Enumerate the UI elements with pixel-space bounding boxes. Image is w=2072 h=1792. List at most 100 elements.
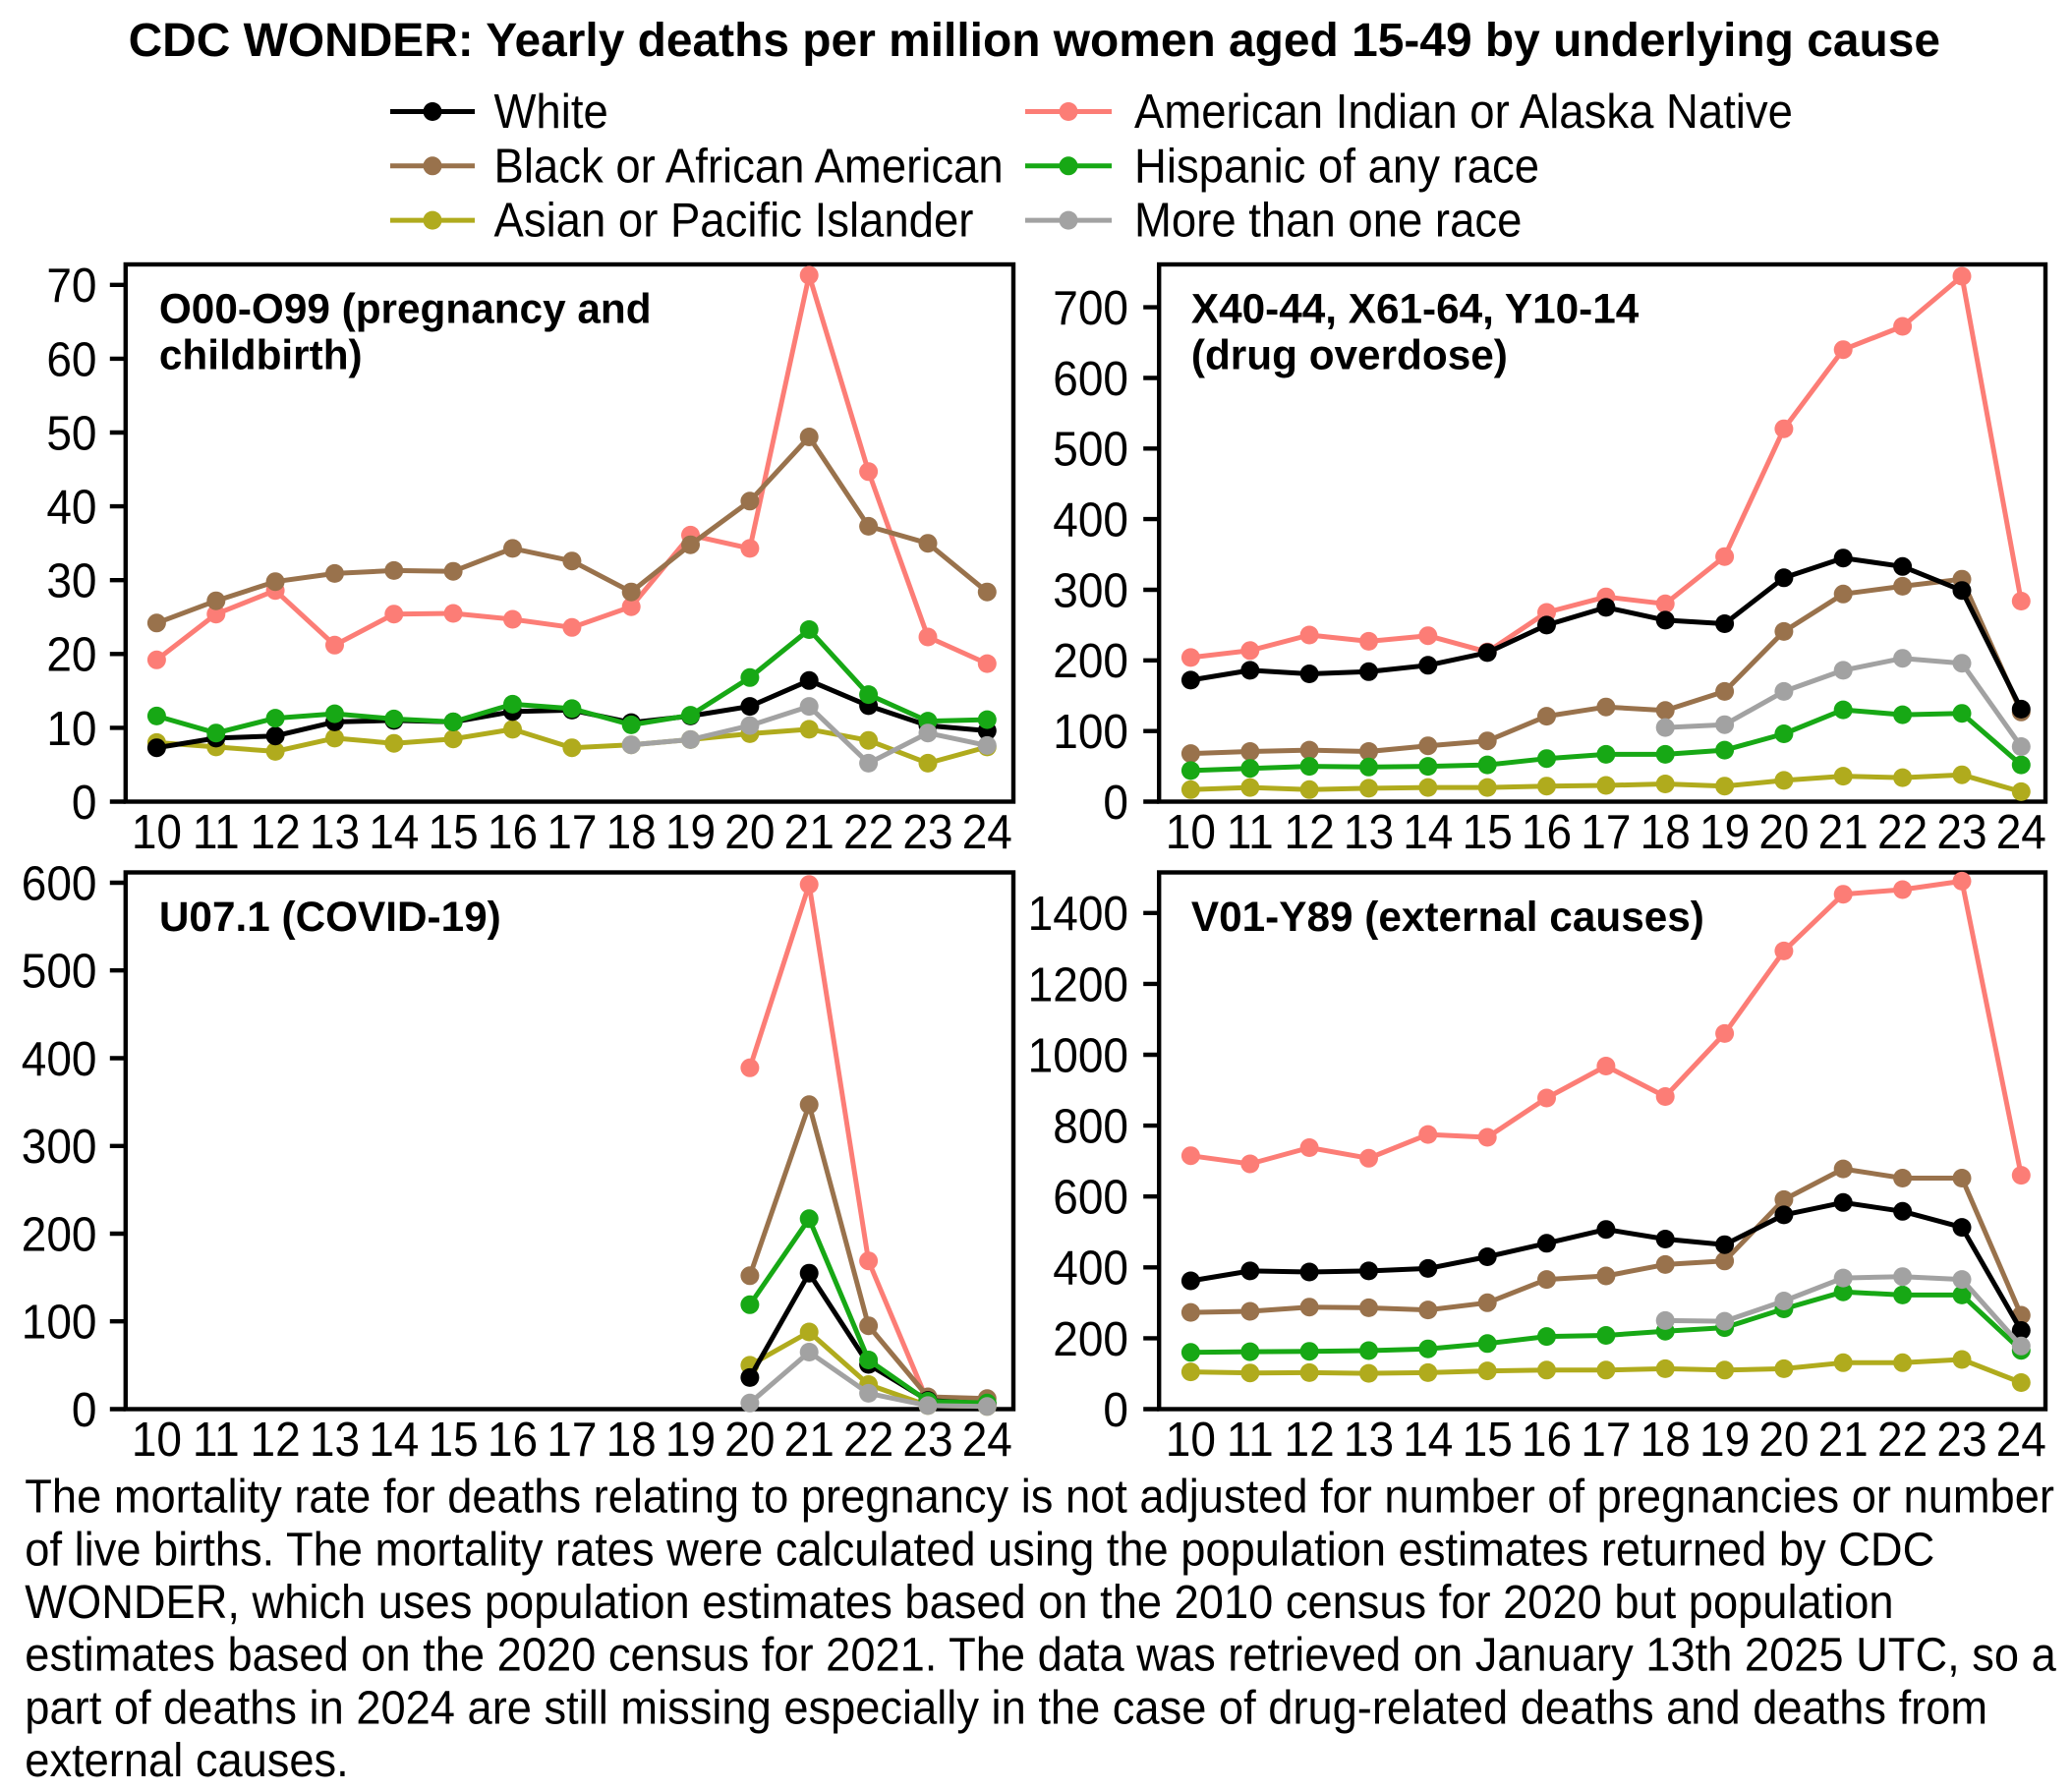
svg-text:200: 200: [22, 1208, 97, 1262]
svg-text:14: 14: [1403, 1414, 1453, 1468]
svg-text:17: 17: [1581, 806, 1631, 860]
svg-text:19: 19: [1699, 806, 1750, 860]
svg-text:300: 300: [1053, 564, 1128, 618]
svg-text:22: 22: [1877, 806, 1928, 860]
svg-text:(drug overdose): (drug overdose): [1191, 332, 1508, 378]
svg-text:50: 50: [46, 407, 96, 461]
svg-text:15: 15: [429, 806, 479, 860]
svg-text:18: 18: [1640, 806, 1691, 860]
svg-text:13: 13: [310, 806, 360, 860]
svg-text:childbirth): childbirth): [159, 332, 363, 378]
svg-text:24: 24: [1996, 1414, 2046, 1468]
svg-text:22: 22: [843, 1414, 893, 1468]
svg-text:30: 30: [46, 554, 96, 608]
svg-text:21: 21: [784, 1414, 835, 1468]
svg-text:Asian or Pacific Islander: Asian or Pacific Islander: [494, 194, 974, 248]
svg-text:17: 17: [547, 1414, 597, 1468]
svg-text:More than one race: More than one race: [1134, 194, 1522, 248]
svg-text:11: 11: [1227, 806, 1274, 860]
svg-text:O00-O99 (pregnancy and: O00-O99 (pregnancy and: [159, 286, 652, 332]
svg-text:600: 600: [1053, 352, 1128, 406]
svg-text:13: 13: [1344, 806, 1394, 860]
svg-text:1000: 1000: [1028, 1029, 1128, 1083]
svg-text:100: 100: [1053, 706, 1128, 760]
svg-text:400: 400: [22, 1032, 97, 1086]
svg-text:24: 24: [962, 806, 1012, 860]
svg-text:400: 400: [1053, 1242, 1128, 1296]
svg-text:20: 20: [1758, 1414, 1809, 1468]
svg-text:200: 200: [1053, 1312, 1128, 1366]
svg-text:21: 21: [1818, 806, 1869, 860]
svg-text:0: 0: [1103, 776, 1128, 830]
svg-text:1200: 1200: [1028, 958, 1128, 1012]
svg-text:70: 70: [46, 260, 96, 314]
svg-text:external causes.: external causes.: [25, 1732, 348, 1786]
svg-text:12: 12: [1285, 1414, 1335, 1468]
svg-text:23: 23: [1936, 1414, 1986, 1468]
svg-text:15: 15: [429, 1414, 479, 1468]
svg-text:14: 14: [1403, 806, 1453, 860]
svg-text:60: 60: [46, 333, 96, 387]
svg-text:0: 0: [1103, 1383, 1128, 1437]
svg-text:11: 11: [193, 1414, 240, 1468]
svg-text:Black or African American: Black or African American: [494, 140, 1004, 194]
svg-text:24: 24: [1996, 806, 2046, 860]
svg-text:V01-Y89 (external causes): V01-Y89 (external causes): [1191, 894, 1704, 940]
svg-text:17: 17: [1581, 1414, 1631, 1468]
svg-text:American Indian or Alaska Nati: American Indian or Alaska Native: [1134, 86, 1793, 140]
svg-text:18: 18: [606, 806, 657, 860]
svg-text:40: 40: [46, 481, 96, 535]
svg-text:WONDER, which uses population: WONDER, which uses population estimates …: [25, 1574, 1893, 1628]
svg-text:estimates based on the 2020 ce: estimates based on the 2020 census for 2…: [25, 1627, 2056, 1681]
svg-text:16: 16: [1522, 806, 1572, 860]
svg-text:15: 15: [1463, 1414, 1513, 1468]
svg-text:19: 19: [1699, 1414, 1750, 1468]
svg-text:14: 14: [369, 1414, 419, 1468]
svg-text:19: 19: [665, 806, 716, 860]
svg-text:18: 18: [1640, 1414, 1691, 1468]
svg-text:10: 10: [132, 1414, 182, 1468]
svg-text:10: 10: [1166, 806, 1216, 860]
svg-text:X40-44, X61-64, Y10-14: X40-44, X61-64, Y10-14: [1191, 286, 1640, 332]
svg-text:17: 17: [547, 806, 597, 860]
svg-text:16: 16: [488, 806, 538, 860]
svg-text:12: 12: [251, 1414, 301, 1468]
svg-text:12: 12: [1285, 806, 1335, 860]
svg-text:22: 22: [843, 806, 893, 860]
svg-text:20: 20: [1758, 806, 1809, 860]
svg-text:500: 500: [1053, 423, 1128, 477]
svg-text:600: 600: [1053, 1171, 1128, 1225]
svg-text:24: 24: [962, 1414, 1012, 1468]
svg-text:800: 800: [1053, 1100, 1128, 1154]
svg-text:Hispanic of any race: Hispanic of any race: [1134, 140, 1539, 194]
svg-text:700: 700: [1053, 282, 1128, 336]
svg-text:20: 20: [724, 806, 775, 860]
svg-text:White: White: [494, 86, 608, 140]
svg-text:0: 0: [72, 776, 97, 830]
svg-text:100: 100: [22, 1296, 97, 1350]
svg-text:13: 13: [310, 1414, 360, 1468]
svg-text:11: 11: [1227, 1414, 1274, 1468]
svg-text:23: 23: [902, 806, 952, 860]
svg-text:U07.1 (COVID-19): U07.1 (COVID-19): [159, 894, 501, 940]
svg-text:10: 10: [46, 702, 96, 756]
svg-text:600: 600: [22, 857, 97, 911]
svg-text:CDC WONDER: Yearly deaths per: CDC WONDER: Yearly deaths per million wo…: [129, 15, 1940, 67]
svg-text:23: 23: [1936, 806, 1986, 860]
svg-text:200: 200: [1053, 635, 1128, 689]
svg-text:18: 18: [606, 1414, 657, 1468]
svg-text:20: 20: [724, 1414, 775, 1468]
svg-text:12: 12: [251, 806, 301, 860]
svg-text:1400: 1400: [1028, 888, 1128, 942]
svg-text:The mortality rate for deaths: The mortality rate for deaths relating t…: [25, 1469, 2054, 1523]
svg-text:of live births. The mortality: of live births. The mortality rates were…: [25, 1522, 1934, 1576]
svg-text:0: 0: [72, 1383, 97, 1437]
svg-text:15: 15: [1463, 806, 1513, 860]
svg-text:11: 11: [193, 806, 240, 860]
svg-text:22: 22: [1877, 1414, 1928, 1468]
svg-text:13: 13: [1344, 1414, 1394, 1468]
svg-text:19: 19: [665, 1414, 716, 1468]
svg-text:500: 500: [22, 945, 97, 999]
svg-text:16: 16: [1522, 1414, 1572, 1468]
svg-text:20: 20: [46, 628, 96, 682]
